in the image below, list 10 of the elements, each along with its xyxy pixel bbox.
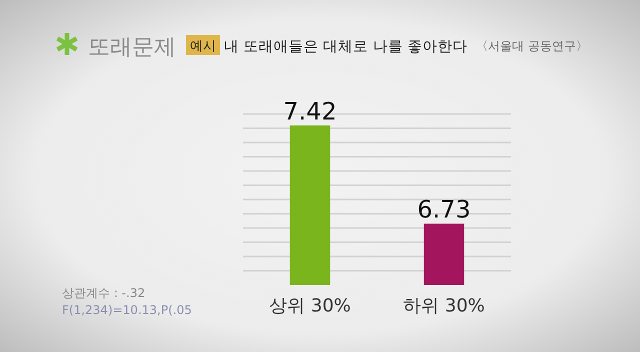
x-tick-label: 상위 30% [269,295,351,316]
text: 〈서울대 공동연구〉 [476,39,588,53]
text: 예시 [190,39,216,54]
text: F(1,234)=10.13,P(.05 [62,303,192,317]
data-label: 7.42 [283,97,337,126]
x-tick-label: 하위 30% [403,295,485,316]
chart-subtitle: 내 또래애들은 대체로 나를 좋아한다 [224,39,468,55]
chart-title: 또래문제 [88,35,176,60]
data-label: 6.73 [417,196,471,224]
text: 상관계수 : -.32 [62,286,146,300]
